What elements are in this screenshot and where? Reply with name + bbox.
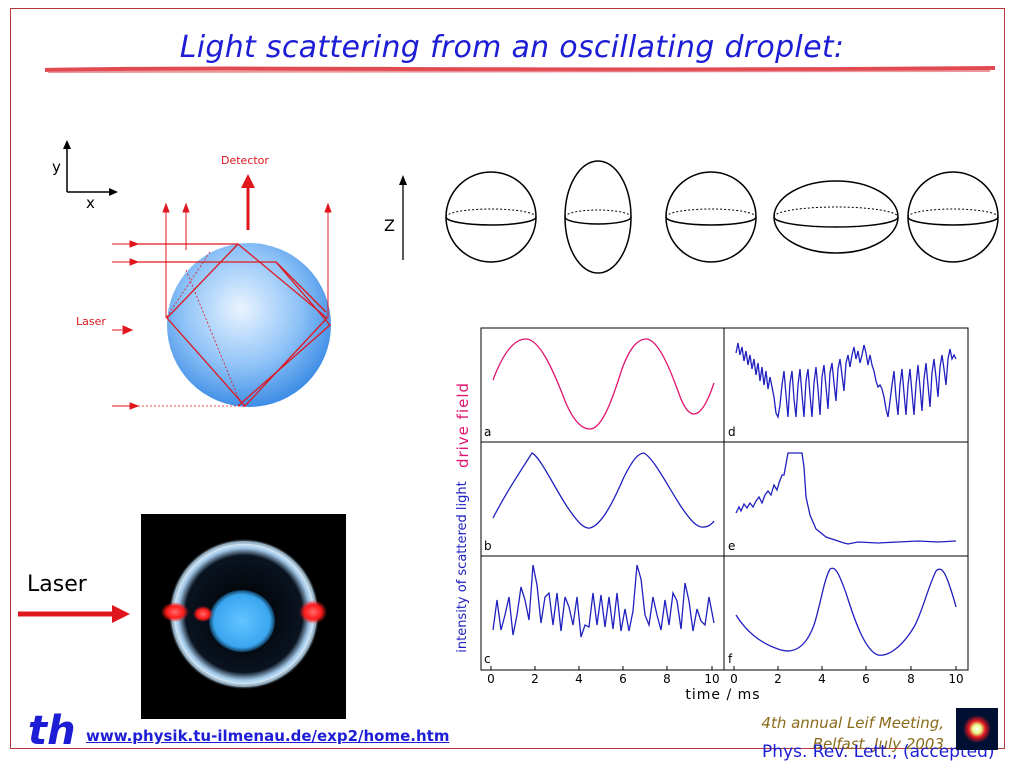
- panel-label-e: e: [728, 539, 735, 553]
- shape-sphere-3: [907, 171, 999, 263]
- title-underline: [44, 66, 996, 73]
- tick-left-6: 6: [619, 672, 627, 686]
- tick-right-10: 10: [948, 672, 963, 686]
- tick-right-8: 8: [907, 672, 915, 686]
- scattering-schematic: y x Detector Laser: [52, 140, 332, 410]
- shape-sphere-1: [445, 171, 537, 263]
- y-label-drive-field: drive field: [454, 382, 472, 468]
- droplet-sphere: [167, 243, 331, 407]
- footer-url-link[interactable]: www.physik.tu-ilmenau.de/exp2/home.htm: [86, 727, 450, 745]
- footer-meeting-line2: Belfast, July 2003: [812, 735, 944, 753]
- tick-left-0: 0: [487, 672, 495, 686]
- slide-title: Light scattering from an oscillating dro…: [179, 30, 845, 65]
- scattering-graphs: drive field intensity of scattered light…: [454, 327, 969, 703]
- panel-label-a: a: [484, 425, 491, 439]
- shape-prolate: [564, 160, 632, 274]
- tick-left-4: 4: [575, 672, 583, 686]
- university-logo: th: [28, 708, 76, 750]
- tick-left-8: 8: [663, 672, 671, 686]
- photo-laser-arrow: [18, 605, 130, 623]
- footer-meeting-line1: 4th annual Leif Meeting,: [761, 714, 944, 732]
- panel-label-d: d: [728, 425, 736, 439]
- curve-d: [735, 342, 957, 420]
- footer-reference: Phys. Rev. Lett., (accepted): [762, 742, 995, 762]
- tick-right-0: 0: [730, 672, 738, 686]
- oscillation-shapes: Z: [384, 160, 999, 274]
- y-label-intensity: intensity of scattered light: [455, 481, 470, 653]
- x-axis-label: x: [86, 194, 95, 212]
- panel-label-c: c: [484, 652, 491, 666]
- shape-oblate: [773, 180, 899, 254]
- photo-laser-label: Laser: [27, 572, 87, 597]
- logo-text: th: [28, 708, 76, 750]
- curve-c: [492, 564, 715, 638]
- xy-axes: y x: [52, 140, 118, 212]
- x-axis-time-label: time / ms: [685, 687, 760, 703]
- tick-right-4: 4: [818, 672, 826, 686]
- curve-f: [735, 567, 957, 656]
- tick-left-10: 10: [704, 672, 719, 686]
- panel-label-b: b: [484, 539, 492, 553]
- panel-a: [480, 327, 725, 443]
- detector-label: Detector: [221, 154, 269, 167]
- panel-f: [723, 555, 969, 671]
- y-axis-label: y: [52, 158, 61, 176]
- curve-e: [735, 452, 957, 545]
- tick-left-2: 2: [531, 672, 539, 686]
- tick-right-6: 6: [862, 672, 870, 686]
- tick-right-2: 2: [774, 672, 782, 686]
- slide-frame: [10, 8, 1005, 749]
- droplet-photo: [141, 514, 346, 719]
- curve-a: [492, 338, 715, 430]
- panel-label-f: f: [728, 652, 733, 666]
- curve-b: [492, 452, 715, 529]
- meeting-logo: [956, 708, 998, 750]
- shape-sphere-2: [665, 171, 757, 263]
- laser-schematic-label: Laser: [76, 315, 106, 328]
- z-axis-label: Z: [384, 216, 395, 235]
- panel-b: [480, 441, 725, 557]
